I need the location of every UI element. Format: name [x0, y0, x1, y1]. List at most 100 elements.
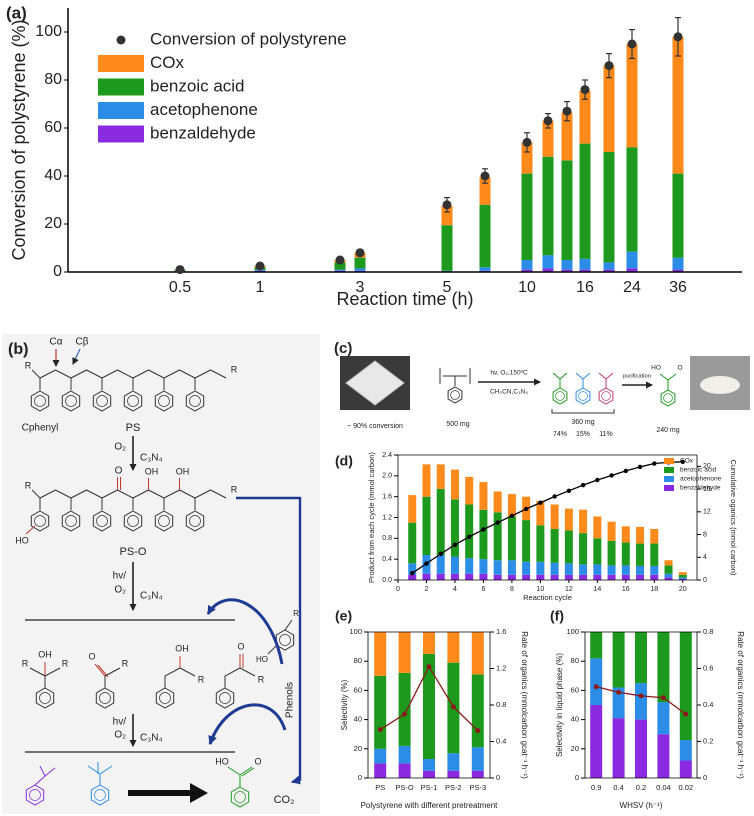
y-tick-label: 100 [566, 627, 579, 636]
ring-inner [34, 515, 46, 527]
bar-segment [422, 464, 431, 497]
yield-label: 15% [576, 431, 590, 438]
bar-segment [626, 44, 638, 148]
bar-segment [657, 734, 670, 778]
ring-inner [234, 791, 246, 803]
ring-inner [663, 393, 673, 403]
bond [29, 667, 46, 677]
scheme-label: R [122, 658, 129, 668]
bar-segment [522, 561, 531, 575]
y-tick-label: 0 [53, 263, 62, 280]
bar-segment [334, 269, 346, 271]
bar-segment [664, 573, 673, 578]
bar-segment [664, 577, 673, 580]
bar-segment [678, 574, 687, 578]
x-tick-label: 16 [622, 586, 630, 593]
x-tick-label: 20 [679, 586, 687, 593]
scheme-label: R [231, 484, 238, 494]
bar-segment [579, 509, 588, 534]
y2-tick-label: 4 [703, 554, 707, 561]
bond [25, 525, 36, 535]
benzene-ring [90, 784, 110, 806]
bar-segment [550, 528, 559, 563]
bar-segment [436, 464, 445, 489]
benzene-ring [185, 510, 205, 532]
bar-segment [447, 753, 460, 771]
x-tick-label: 18 [650, 586, 658, 593]
benzene-ring [123, 390, 143, 412]
benzene-ring [95, 687, 115, 709]
scheme-label: R [231, 364, 238, 374]
bar-segment [479, 482, 488, 510]
bar-segment [479, 559, 488, 574]
scatter-point [442, 200, 452, 210]
bar-segment [550, 574, 559, 580]
y-tick-label: 1.2 [382, 514, 392, 521]
scheme-label: 500 mg [446, 421, 469, 428]
scheme-label: O [237, 641, 244, 651]
x-tick-label: 0.04 [656, 783, 671, 792]
legend-swatch [664, 485, 674, 491]
ring-inner [578, 391, 588, 401]
x-axis-label: Reaction cycle [523, 593, 572, 602]
bond [551, 409, 615, 414]
line-marker [683, 711, 689, 717]
x-tick-label: 14 [593, 586, 601, 593]
y2-axis-label: Rate of organics (mmolcarbon gcat⁻¹ h⁻¹) [736, 631, 745, 779]
bar-segment [447, 770, 460, 778]
line-marker [466, 534, 472, 540]
bar-segment [579, 574, 588, 580]
ring-inner [127, 395, 139, 407]
scheme-label: hv/ [113, 571, 127, 582]
bar-segment [354, 257, 366, 269]
bar-segment [507, 494, 516, 517]
y-tick-label: 0 [358, 773, 362, 782]
benzene-ring [275, 629, 295, 651]
benzene-ring [185, 390, 205, 412]
bar-segment [507, 574, 516, 580]
bar-segment [479, 204, 491, 268]
bar-segment [542, 156, 554, 256]
scheme-label: O [115, 466, 123, 477]
benzene-ring [92, 390, 112, 412]
bar-segment [465, 573, 474, 580]
line-marker [593, 684, 599, 690]
scheme-label: Cβ [76, 337, 89, 348]
y2-tick-label: 0.8 [496, 700, 506, 709]
y-tick-label: 60 [44, 119, 62, 136]
y-tick-label: 0.0 [382, 577, 392, 584]
bar-segment [579, 258, 591, 270]
ring-inner [34, 395, 46, 407]
bar-segment [593, 516, 602, 539]
x-tick-label: 24 [623, 279, 641, 296]
x-tick-label: 4 [453, 586, 457, 593]
legend-swatch [664, 476, 674, 482]
bond [575, 372, 584, 380]
bar-segment [408, 574, 417, 580]
bar-segment [536, 525, 545, 562]
scheme-label: O₂ [114, 730, 126, 741]
bar-segment [636, 565, 645, 575]
scatter-point [175, 265, 185, 275]
line-marker [680, 459, 685, 465]
line-marker [623, 468, 629, 474]
bar-segment [678, 572, 687, 575]
bar-segment [542, 268, 554, 272]
bar-segment [679, 740, 692, 761]
y-axis-label: Conversion of polystyrene (%) [9, 19, 29, 260]
y2-tick-label: 0 [703, 577, 707, 584]
benzene-ring [61, 390, 81, 412]
bar-segment [579, 564, 588, 575]
line-marker [402, 711, 408, 717]
line-marker [609, 473, 614, 478]
benzene-ring [447, 386, 463, 404]
legend-swatch [98, 78, 144, 96]
y2-tick-label: 8 [703, 531, 707, 538]
bar-segment [507, 560, 516, 575]
y-tick-label: 40 [354, 715, 362, 724]
bond [72, 348, 81, 365]
y-tick-label: 20 [44, 215, 62, 232]
bar-segment [423, 770, 435, 778]
bar-segment [621, 565, 630, 575]
bar-segment [607, 565, 616, 575]
